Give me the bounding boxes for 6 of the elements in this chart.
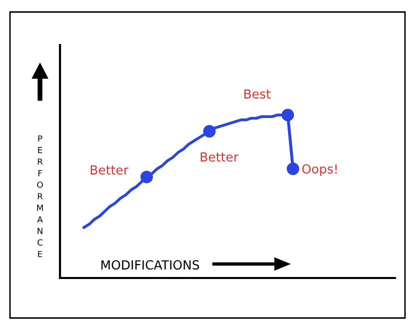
x-axis-title: MODIFICATIONS xyxy=(101,260,200,270)
annotation: Better xyxy=(200,152,238,162)
annotation: Better xyxy=(90,165,128,175)
text: Oops! xyxy=(302,164,337,176)
text: PERFORMANCE xyxy=(37,135,43,258)
text: Best xyxy=(244,89,271,99)
